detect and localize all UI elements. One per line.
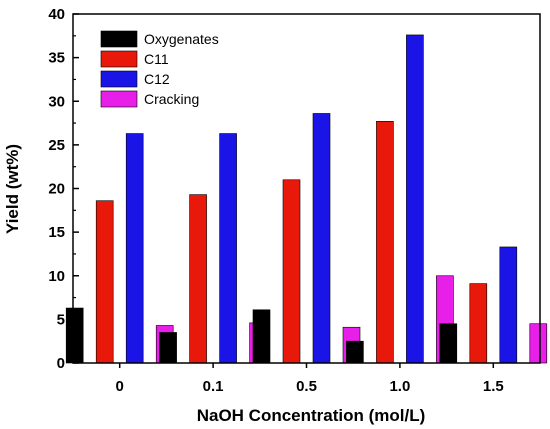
ticks-layer: 0 0.1 0.5 1.0 1.5 0 5 10 15 20 25 30 35 40: [48, 6, 503, 395]
bar-c11-0: [95, 200, 114, 364]
y-tick-label: 25: [48, 137, 65, 154]
bar-cracking-1.5: [529, 323, 548, 364]
bar-oxygenates-0: [65, 307, 84, 364]
x-tick-label: 1.5: [483, 378, 504, 395]
bar-oxygenates-1.0: [346, 340, 364, 364]
y-tick-label: 0: [57, 355, 65, 372]
legend-label-c11: C11: [144, 51, 169, 67]
x-tick-label: 0.5: [296, 378, 317, 395]
legend-swatch-c11: [100, 50, 138, 68]
y-tick-label: 35: [48, 50, 65, 67]
bar-oxygenates-0.5: [252, 309, 271, 364]
legend: Oxygenates C11 C12 Cracking: [100, 30, 219, 108]
legend-swatch-cracking: [100, 90, 138, 108]
legend-label-c12: C12: [144, 71, 170, 87]
bar-oxygenates-0.1: [159, 332, 177, 364]
bar-c12-0.1: [219, 133, 237, 364]
bar-c11-0.5: [282, 179, 301, 364]
legend-swatch-c12: [100, 70, 138, 88]
legend-swatch-oxygenates: [100, 30, 138, 48]
y-tick-label: 40: [48, 6, 65, 23]
y-axis-title: Yield (wt%): [3, 144, 22, 234]
x-axis-title: NaOH Concentration (mol/L): [197, 406, 426, 425]
bar-c12-0.5: [312, 113, 331, 364]
bar-c11-1.0: [376, 121, 394, 364]
x-tick-label: 0.1: [203, 378, 224, 395]
y-tick-label: 15: [48, 224, 65, 241]
bar-oxygenates-1.5: [439, 323, 458, 364]
bar-c12-1.5: [499, 246, 518, 364]
legend-label-cracking: Cracking: [144, 91, 199, 107]
bars-layer: [65, 34, 548, 364]
bar-c11-1.5: [469, 283, 488, 364]
y-tick-label: 30: [48, 93, 65, 110]
x-tick-label: 1.0: [389, 378, 410, 395]
legend-label-oxygenates: Oxygenates: [144, 31, 219, 47]
bar-c12-1.0: [406, 34, 424, 364]
bar-c12-0: [125, 133, 144, 364]
x-tick-label: 0: [116, 378, 124, 395]
y-tick-label: 20: [48, 181, 65, 198]
bar-c11-0.1: [189, 194, 207, 364]
y-tick-label: 10: [48, 268, 65, 285]
y-tick-label: 5: [57, 311, 65, 328]
